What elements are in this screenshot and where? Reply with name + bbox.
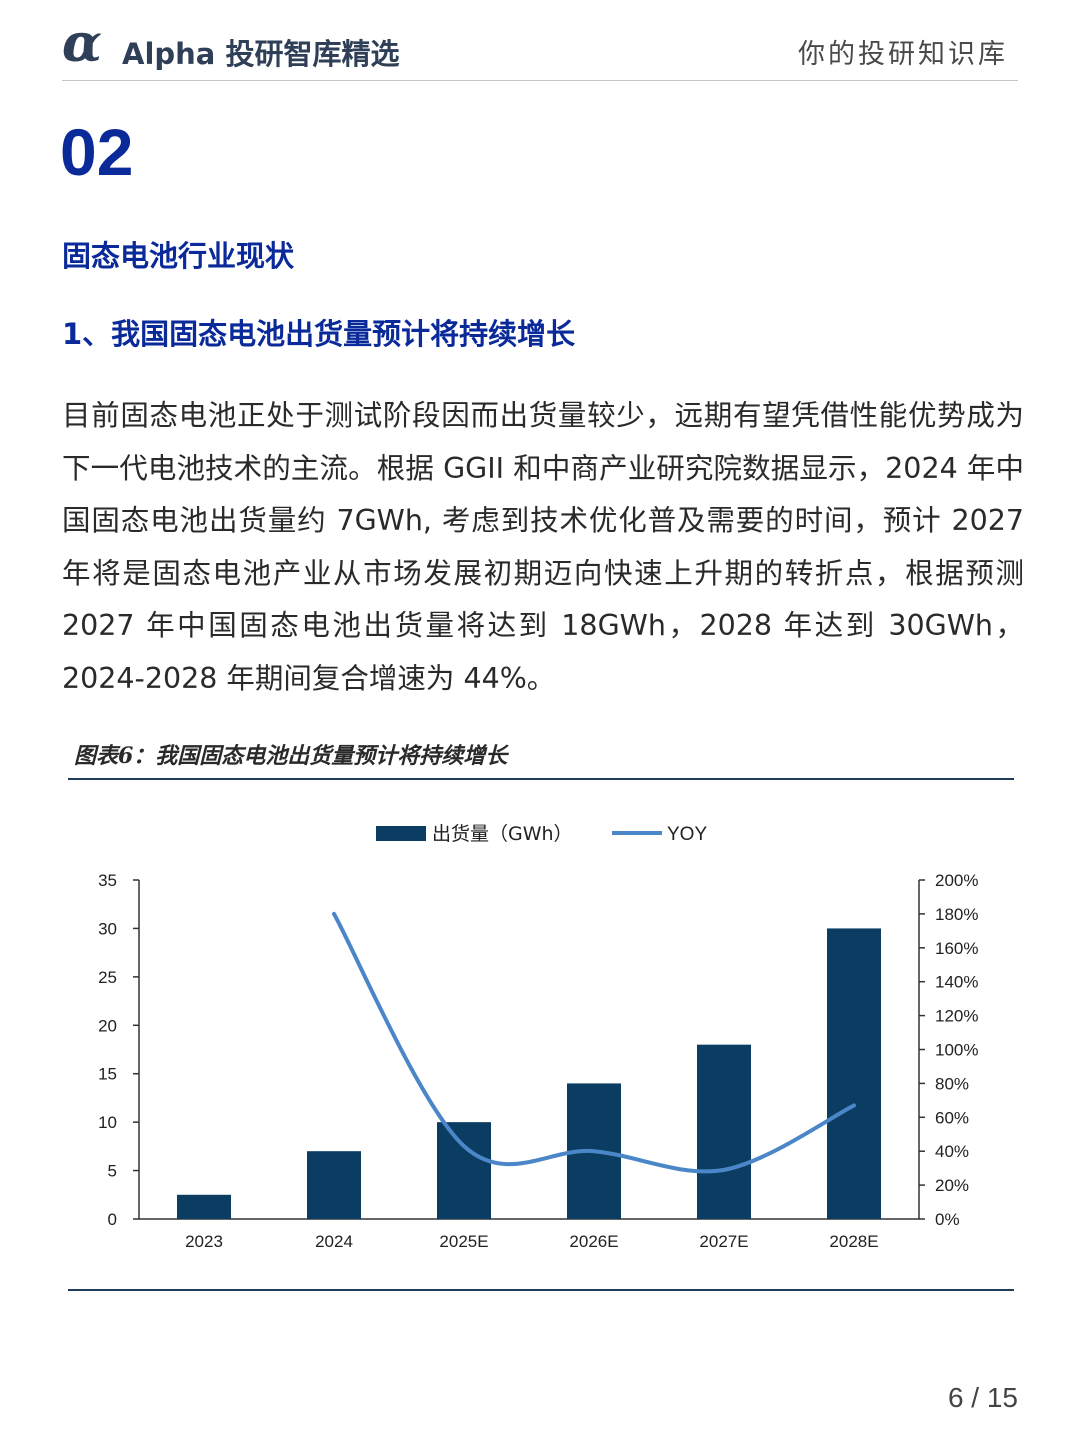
- x-tick-label: 2026E: [569, 1232, 618, 1251]
- right-tick-label: 180%: [935, 905, 978, 924]
- section-number: 02: [60, 115, 134, 189]
- bar-2028E: [827, 928, 881, 1219]
- figure-top-rule: [68, 778, 1014, 780]
- shipment-chart: 0 5 10 15 20 25 30 35 0% 20% 40% 60% 80% 100% 120% 140%…: [98, 823, 978, 1251]
- left-tick-label: 15: [98, 1065, 117, 1084]
- figure-bottom-rule: [68, 1289, 1014, 1291]
- body-paragraph: 目前固态电池正处于测试阶段因而出货量较少，远期有望凭借性能优势成为下一代电池技术…: [62, 399, 1024, 695]
- figure-caption: 图表6：我国固态电池出货量预计将持续增长: [74, 743, 508, 769]
- left-tick-label: 0: [108, 1210, 117, 1229]
- subsection-title: 1、我国固态电池出货量预计将持续增长: [62, 317, 576, 351]
- yoy-line: [332, 911, 856, 1174]
- right-tick-label: 160%: [935, 939, 978, 958]
- left-tick-label: 5: [108, 1162, 117, 1181]
- legend-bar-label: 出货量（GWh）: [432, 823, 573, 845]
- section-title: 固态电池行业现状: [62, 239, 295, 273]
- left-tick-label: 25: [98, 968, 117, 987]
- brand-name: Alpha 投研智库精选: [122, 37, 400, 71]
- legend-line-label: YOY: [667, 824, 707, 845]
- left-tick-label: 10: [98, 1113, 117, 1132]
- x-tick-label: 2024: [315, 1232, 353, 1251]
- right-tick-label: 60%: [935, 1108, 969, 1127]
- x-tick-label: 2027E: [699, 1232, 748, 1251]
- x-tick-label: 2025E: [439, 1232, 488, 1251]
- right-tick-label: 140%: [935, 973, 978, 992]
- left-tick-label: 30: [98, 919, 117, 938]
- page-number: 6 / 15: [947, 1382, 1018, 1413]
- right-tick-label: 80%: [935, 1074, 969, 1093]
- bar-2024: [307, 1151, 361, 1219]
- x-tick-label: 2023: [185, 1232, 223, 1251]
- right-tick-label: 0%: [935, 1210, 960, 1229]
- left-tick-label: 35: [98, 871, 117, 890]
- bar-2027E: [697, 1044, 751, 1219]
- alpha-logo-icon: α: [62, 13, 103, 74]
- right-tick-label: 200%: [935, 871, 978, 890]
- left-tick-label: 20: [98, 1016, 117, 1035]
- bar-2023: [177, 1194, 231, 1219]
- right-tick-label: 40%: [935, 1142, 969, 1161]
- right-tick-label: 20%: [935, 1176, 969, 1195]
- x-tick-label: 2028E: [829, 1232, 878, 1251]
- right-tick-label: 120%: [935, 1007, 978, 1026]
- page-header: α Alpha 投研智库精选 你的投研知识库: [62, 14, 1018, 81]
- header-tagline: 你的投研知识库: [798, 39, 1008, 70]
- legend-bar-swatch: [376, 826, 426, 841]
- right-tick-label: 100%: [935, 1041, 978, 1060]
- bar-2025E: [437, 1122, 491, 1219]
